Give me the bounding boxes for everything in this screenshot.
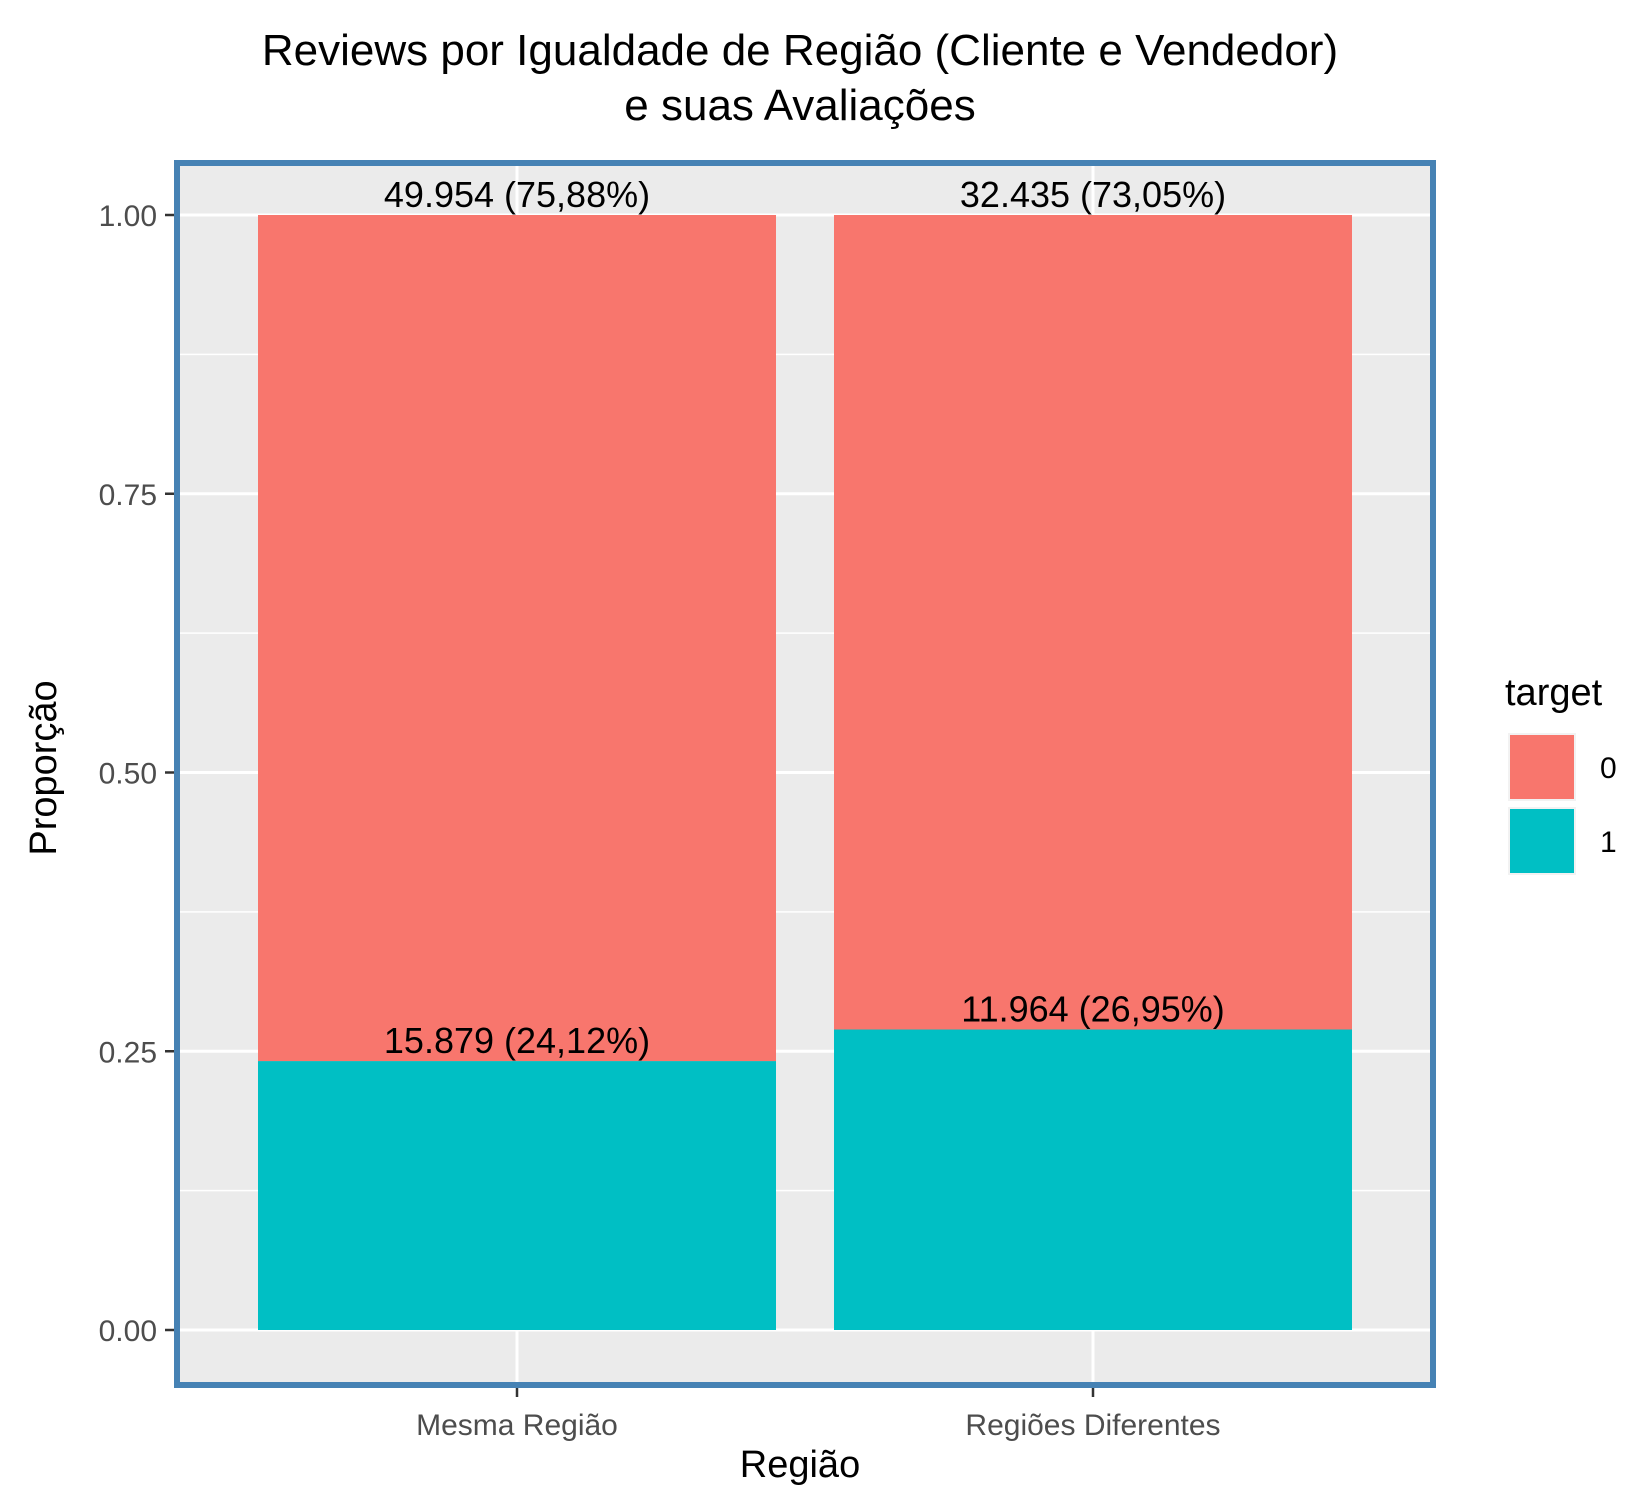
- y-tick-label: 0.50: [99, 758, 157, 791]
- chart-title-line-1: Reviews por Igualdade de Região (Cliente…: [262, 26, 1338, 75]
- bar-segment-target-0: [834, 215, 1352, 1030]
- legend-title: target: [1505, 672, 1603, 714]
- y-axis-title: Proporção: [23, 680, 65, 855]
- y-tick-label: 0.75: [99, 479, 157, 512]
- legend-swatch: [1510, 809, 1574, 873]
- x-tick-label: Mesma Região: [416, 1409, 618, 1442]
- legend-label: 1: [1600, 826, 1617, 859]
- legend: target 0 1: [1505, 672, 1617, 875]
- y-tick-label: 0.00: [99, 1315, 157, 1348]
- data-labels: 15.879 (24,12%) 49.954 (75,88%) 11.964 (26…: [384, 174, 1226, 1061]
- bars: [258, 215, 1352, 1330]
- y-tick-label: 0.25: [99, 1036, 157, 1069]
- x-axis: Mesma Região Regiões Diferentes: [416, 1388, 1221, 1442]
- data-label: 15.879 (24,12%): [384, 1020, 650, 1061]
- data-label: 32.435 (73,05%): [960, 174, 1226, 215]
- x-tick-label: Regiões Diferentes: [965, 1409, 1220, 1442]
- y-tick-label: 1.00: [99, 200, 157, 233]
- bar-segment-target-1: [258, 1061, 776, 1330]
- bar-segment-target-0: [258, 215, 776, 1062]
- y-axis: 0.00 0.25 0.50 0.75 1.00: [99, 200, 174, 1348]
- chart-title-line-2: e suas Avaliações: [624, 81, 975, 130]
- legend-label: 0: [1600, 752, 1617, 785]
- plot-panel-border: [174, 160, 1436, 1388]
- data-label: 49.954 (75,88%): [384, 174, 650, 215]
- bar-segment-target-1: [834, 1029, 1352, 1330]
- x-axis-title: Região: [740, 1444, 860, 1486]
- legend-swatch: [1510, 735, 1574, 799]
- data-label: 11.964 (26,95%): [961, 989, 1225, 1030]
